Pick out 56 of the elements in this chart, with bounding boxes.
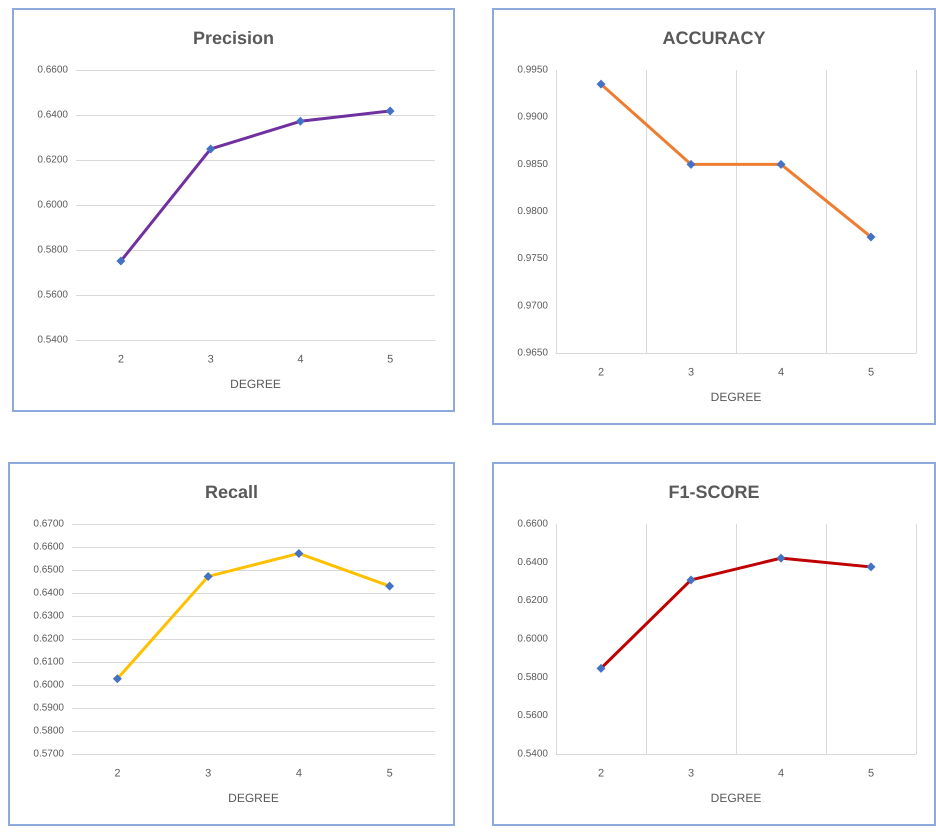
- y-tick-label: 0.5400: [37, 334, 68, 346]
- x-tick-label: 3: [208, 354, 214, 366]
- y-tick-label: 0.5700: [33, 748, 64, 760]
- y-tick-label: 0.9750: [517, 253, 548, 264]
- x-tick-label: 2: [598, 768, 604, 780]
- x-tick-label: 5: [386, 768, 393, 780]
- x-axis-title: DEGREE: [230, 377, 281, 391]
- x-tick-label: 4: [297, 354, 304, 366]
- y-tick-label: 0.9900: [517, 112, 548, 123]
- y-tick-label: 0.9650: [517, 348, 548, 358]
- x-axis-title: DEGREE: [710, 390, 762, 404]
- y-tick-label: 0.6700: [33, 518, 64, 530]
- x-tick-label: 5: [868, 366, 874, 378]
- chart-title: Recall: [204, 482, 258, 502]
- y-tick-label: 0.9800: [517, 206, 548, 217]
- x-tick-label: 3: [205, 768, 212, 780]
- y-tick-label: 0.6300: [33, 610, 64, 622]
- y-tick-label: 0.5400: [517, 748, 548, 760]
- y-tick-label: 0.6600: [37, 64, 68, 76]
- x-axis-title: DEGREE: [710, 791, 762, 805]
- y-tick-label: 0.9700: [517, 300, 548, 312]
- x-tick-label: 5: [387, 354, 394, 366]
- y-tick-label: 0.9850: [517, 158, 548, 170]
- y-tick-label: 0.5800: [517, 672, 548, 683]
- y-tick-label: 0.5600: [517, 710, 548, 722]
- y-tick-label: 0.6100: [33, 656, 64, 668]
- x-tick-label: 3: [688, 768, 694, 780]
- y-tick-label: 0.6200: [517, 595, 548, 606]
- x-tick-label: 4: [778, 768, 784, 780]
- x-tick-label: 4: [778, 366, 784, 378]
- x-tick-label: 4: [296, 768, 302, 780]
- x-tick-label: 3: [688, 366, 694, 378]
- y-tick-label: 0.6600: [33, 542, 64, 552]
- x-tick-label: 2: [598, 366, 604, 378]
- chart-title: Precision: [192, 28, 274, 48]
- y-tick-label: 0.6500: [33, 564, 64, 576]
- y-tick-label: 0.6400: [517, 556, 548, 568]
- y-tick-label: 0.5600: [37, 290, 68, 300]
- chart-title: ACCURACY: [662, 28, 766, 48]
- y-tick-label: 0.6400: [33, 588, 64, 598]
- y-tick-label: 0.9950: [517, 64, 548, 76]
- x-tick-label: 2: [114, 768, 120, 780]
- y-tick-label: 0.6000: [37, 200, 68, 210]
- y-tick-label: 0.6000: [517, 634, 548, 644]
- x-tick-label: 2: [118, 354, 124, 366]
- y-tick-label: 0.5800: [37, 244, 68, 256]
- x-tick-label: 5: [868, 768, 874, 780]
- y-tick-label: 0.6400: [37, 110, 68, 120]
- x-axis-title: DEGREE: [228, 791, 279, 805]
- y-tick-label: 0.6000: [33, 680, 64, 690]
- chart-title: F1-SCORE: [668, 482, 760, 502]
- y-tick-label: 0.5800: [33, 726, 64, 736]
- y-tick-label: 0.6200: [37, 154, 68, 166]
- y-tick-label: 0.6200: [33, 634, 64, 644]
- y-tick-label: 0.6600: [517, 518, 548, 530]
- y-tick-label: 0.5900: [33, 702, 64, 714]
